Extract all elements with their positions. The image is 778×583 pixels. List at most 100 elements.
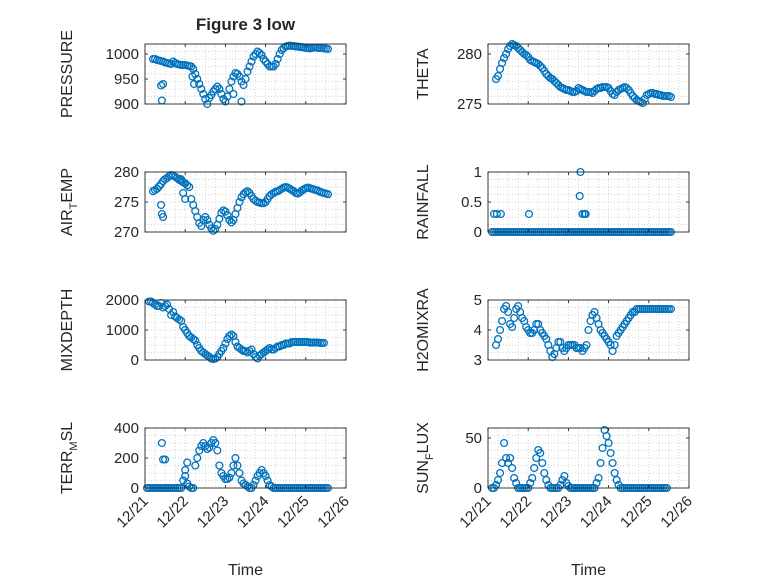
data-point	[508, 463, 517, 473]
data-point	[177, 175, 186, 184]
y-tick-label: 4	[474, 322, 482, 339]
subplot-mixdepth: 0 1000 2000 MIXDEPTH	[59, 289, 347, 371]
data-point	[496, 209, 505, 219]
subplot-sun-flux: 12/21 12/22 12/23 12/24 12/25 12/26 0 50 SUNFLUX	[415, 422, 696, 532]
data-point	[203, 215, 212, 225]
data-point	[205, 443, 214, 452]
y-tick-label: 2000	[106, 292, 139, 309]
data-point	[227, 218, 236, 227]
data-point	[189, 334, 198, 344]
data-point	[233, 69, 242, 79]
data-point	[189, 79, 199, 89]
data-point	[610, 468, 619, 478]
data-point	[496, 468, 505, 478]
data-point	[493, 71, 503, 81]
data-point	[191, 336, 200, 345]
subplot-rainfall: 0 0.5 1 RAINFALL	[415, 164, 690, 241]
data-point	[169, 307, 178, 317]
data-point	[263, 345, 272, 354]
data-point	[508, 322, 517, 332]
axes-box	[487, 43, 690, 105]
y-tick-label: 0.5	[461, 194, 482, 211]
data-point	[498, 458, 507, 468]
data-point	[255, 48, 264, 58]
data-point	[167, 59, 176, 69]
data-point	[502, 49, 511, 59]
data-point	[185, 482, 194, 491]
x-tick-label: 12/25	[617, 493, 656, 532]
data-point	[502, 453, 511, 463]
data-point	[496, 325, 505, 335]
data-point	[215, 84, 224, 94]
x-tick-label: 12/23	[537, 493, 576, 532]
data-point	[247, 57, 256, 66]
data-point	[542, 475, 551, 485]
data-point	[188, 72, 197, 81]
subplot-terr-msl: 12/21 12/22 12/23 12/24 12/25 12/26 0 200 400 TER…	[59, 420, 353, 531]
data-point	[199, 89, 208, 99]
data-point	[622, 83, 631, 93]
data-point	[596, 458, 605, 468]
y-tick-label: 280	[114, 164, 139, 181]
data-point	[251, 49, 260, 59]
data-point	[157, 438, 166, 448]
data-point	[261, 57, 270, 66]
data-point	[227, 77, 236, 86]
data-point	[195, 79, 204, 89]
data-point	[233, 461, 242, 470]
x-tick-label: 12/21	[456, 493, 495, 532]
data-point	[493, 334, 503, 344]
data-point	[526, 478, 535, 488]
data-point	[155, 182, 164, 191]
data-point	[506, 41, 515, 51]
y-axis-label: SUNFLUX	[415, 422, 436, 494]
data-point	[608, 458, 617, 468]
data-point	[229, 89, 238, 99]
data-point	[183, 181, 192, 190]
data-point	[225, 84, 234, 94]
data-point	[606, 448, 615, 458]
data-point	[225, 331, 234, 341]
data-point	[263, 476, 272, 485]
y-tick-label: 0	[131, 480, 139, 497]
figure-title: Figure 3 low	[196, 15, 296, 34]
data-point	[666, 92, 675, 102]
data-point	[209, 226, 218, 235]
data-point	[493, 475, 503, 485]
data-point	[247, 345, 256, 354]
data-point	[211, 354, 220, 363]
data-point	[187, 62, 196, 71]
data-point	[594, 473, 603, 483]
data-point	[592, 478, 601, 488]
data-point	[261, 471, 270, 481]
y-tick-label: 200	[114, 450, 139, 467]
data-point	[251, 476, 260, 485]
y-tick-label: 900	[114, 96, 139, 113]
y-tick-label: 1000	[106, 46, 139, 63]
data-point	[498, 316, 507, 326]
y-tick-label: 0	[474, 224, 482, 241]
subplot-pressure: 900 950 1000 PRESSURE	[59, 30, 347, 118]
data-point	[175, 315, 184, 324]
data-point	[522, 50, 531, 60]
data-point	[249, 52, 258, 61]
data-point	[492, 209, 501, 219]
series-markers	[144, 297, 328, 364]
data-point	[213, 446, 222, 455]
subplot-air-temp: 270 275 280 AIRTEMP	[59, 164, 347, 241]
data-point	[203, 444, 212, 454]
data-point	[530, 463, 539, 473]
data-point	[241, 74, 250, 84]
series-markers	[491, 301, 675, 362]
data-point	[221, 339, 230, 348]
y-tick-label: 5	[474, 292, 482, 309]
grid	[488, 172, 689, 232]
y-tick-label: 3	[474, 352, 482, 369]
data-point	[510, 473, 519, 483]
y-tick-label: 50	[465, 430, 482, 447]
data-point	[189, 64, 198, 74]
data-point	[191, 461, 200, 470]
data-point	[510, 313, 519, 323]
data-point	[235, 197, 244, 207]
x-tick-label: 12/25	[274, 493, 313, 532]
